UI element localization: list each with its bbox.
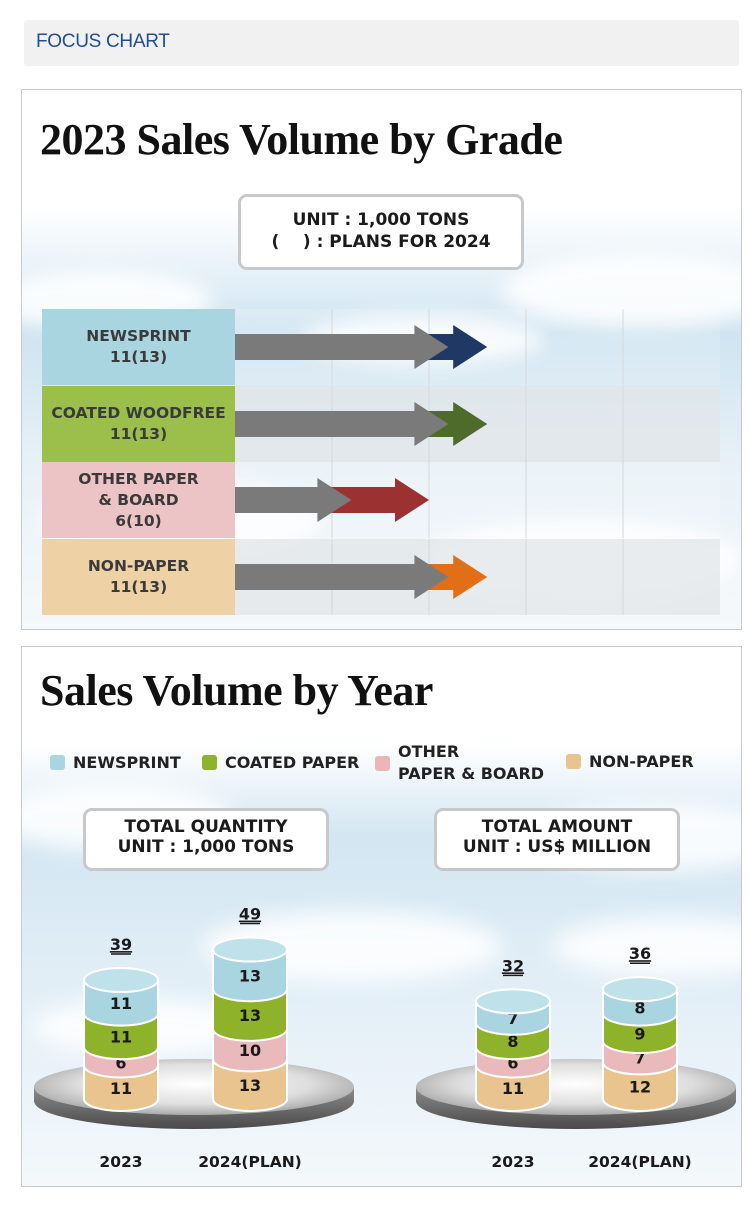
amount-unit-line-2: UNIT : US$ MILLION [462, 837, 652, 857]
segment-value-label: 7 [634, 1049, 645, 1068]
legend-item-other: OTHER PAPER & BOARD [375, 741, 544, 785]
grade-unit-line-2: ( ) : PLANS FOR 2024 [271, 232, 491, 252]
grade-row: NON-PAPER 11(13) [42, 538, 720, 615]
grade-bar-grid: NEWSPRINT 11(13) COATED WOODFREE 11(13) OTHE… [42, 309, 720, 615]
year-chart-title: Sales Volume by Year [40, 666, 433, 715]
legend-label-line-2: PAPER & BOARD [398, 764, 545, 783]
legend-item-newsprint: NEWSPRINT [50, 753, 181, 772]
cylinder-segment [602, 1061, 678, 1112]
category-label: 2023 [99, 1153, 142, 1171]
grade-row-track [235, 462, 720, 538]
quantity-unit-line-2: UNIT : 1,000 TONS [117, 837, 295, 857]
grade-unit-box: UNIT : 1,000 TONS ( ) : PLANS FOR 2024 [238, 194, 524, 270]
grade-unit-line-1: UNIT : 1,000 TONS [292, 210, 470, 230]
grade-row-track [235, 538, 720, 615]
actual-2023-arrow [235, 325, 449, 369]
grade-row-track [235, 385, 720, 462]
actual-2023-arrow [235, 554, 449, 599]
segment-value-label: 11 [110, 1027, 132, 1046]
actual-2023-arrow [235, 478, 352, 522]
legend-swatch [375, 755, 390, 771]
grade-label-line: 11(13) [109, 424, 168, 443]
grade-row: NEWSPRINT 11(13) [42, 309, 720, 385]
grade-row: COATED WOODFREE 11(13) [42, 385, 720, 462]
segment-value-label: 9 [634, 1024, 645, 1043]
grade-row-label: OTHER PAPER & BOARD 6(10) [42, 462, 235, 538]
legend-item-nonpaper: NON-PAPER [566, 752, 694, 771]
grade-row-arrows [235, 462, 624, 538]
focus-chart-header: FOCUS CHART [24, 20, 739, 66]
segment-value-label: 12 [629, 1078, 651, 1097]
stacked-cylinder-chart: 11 6 11 11 39 2023 13 10 13 13 49 2024(PLAN) 11 6 8 7 32… [34, 905, 736, 1171]
segment-value-label: 6 [115, 1053, 126, 1072]
cylinder-cap [212, 936, 288, 963]
category-label: 2024(PLAN) [588, 1153, 692, 1171]
segment-value-label: 11 [110, 994, 132, 1013]
segment-value-label: 13 [239, 1006, 261, 1025]
year-volume-panel: Sales Volume by Year NEWSPRINT COATED PA… [21, 646, 742, 1187]
segment-value-label: 13 [239, 1076, 261, 1095]
quantity-unit-line-1: TOTAL QUANTITY [124, 817, 288, 837]
grade-row-label: COATED WOODFREE 11(13) [42, 385, 235, 462]
grade-row-arrows [235, 538, 624, 615]
cylinder-segment [212, 988, 288, 1042]
pedestal-top [34, 1059, 354, 1115]
grade-label-line: NON-PAPER [87, 556, 190, 575]
amount-unit-line-1: TOTAL AMOUNT [481, 817, 633, 837]
grade-row-arrows [235, 385, 624, 462]
segment-value-label: 11 [502, 1079, 524, 1098]
segment-value-label: 8 [634, 998, 645, 1017]
category-label: 2024(PLAN) [198, 1153, 302, 1171]
total-value-label: 36 [629, 944, 651, 963]
grade-label-line: 6(10) [115, 511, 162, 530]
grade-label-line: & BOARD [98, 490, 179, 509]
total-value-label: 49 [239, 905, 261, 924]
legend-label-line-1: OTHER [398, 742, 460, 761]
grade-row-track [235, 309, 720, 385]
focus-chart-title: FOCUS CHART [36, 31, 170, 52]
quantity-unit-box: TOTAL QUANTITY UNIT : 1,000 TONS [83, 808, 329, 871]
segment-value-label: 13 [239, 966, 261, 985]
grade-row-label: NON-PAPER 11(13) [42, 538, 235, 615]
actual-2023-arrow [235, 401, 449, 446]
grade-label-line: OTHER PAPER [78, 469, 199, 488]
legend-swatch [202, 755, 217, 770]
legend-label: COATED PAPER [225, 753, 360, 772]
cylinder-cap [602, 976, 678, 1003]
grade-label-line: 11(13) [109, 348, 168, 366]
segment-value-label: 6 [507, 1053, 518, 1072]
grade-label-line: NEWSPRINT [86, 327, 191, 345]
legend-swatch [566, 754, 581, 769]
legend-label-lines: OTHER PAPER & BOARD [398, 741, 544, 785]
segment-value-label: 8 [507, 1032, 518, 1051]
total-value-label: 39 [110, 935, 132, 954]
cylinder-cap [83, 967, 159, 994]
legend-label: NON-PAPER [589, 752, 694, 771]
grade-chart-title: 2023 Sales Volume by Grade [40, 115, 563, 164]
grade-row-arrows [235, 309, 624, 385]
amount-unit-box: TOTAL AMOUNT UNIT : US$ MILLION [434, 808, 680, 871]
grade-label-line: COATED WOODFREE [51, 403, 226, 422]
segment-value-label: 7 [507, 1009, 518, 1028]
legend-swatch [50, 755, 65, 770]
grade-volume-panel: 2023 Sales Volume by Grade UNIT : 1,000 … [21, 89, 742, 630]
total-value-label: 32 [502, 956, 524, 975]
grade-row-label: NEWSPRINT 11(13) [42, 309, 235, 385]
grade-label-line: 11(13) [109, 577, 168, 596]
year-chart-legend: NEWSPRINT COATED PAPER OTHER PAPER & BOA… [50, 742, 730, 797]
category-label: 2023 [491, 1153, 534, 1171]
legend-item-coated: COATED PAPER [202, 753, 359, 772]
cylinder-cap [475, 988, 551, 1015]
grade-row: OTHER PAPER & BOARD 6(10) [42, 462, 720, 538]
segment-value-label: 11 [110, 1079, 132, 1098]
legend-label: NEWSPRINT [73, 753, 181, 772]
pedestal-top [416, 1059, 736, 1115]
segment-value-label: 10 [239, 1041, 261, 1060]
cylinder-segment [212, 948, 288, 1003]
cylinder-segment [212, 1058, 288, 1112]
